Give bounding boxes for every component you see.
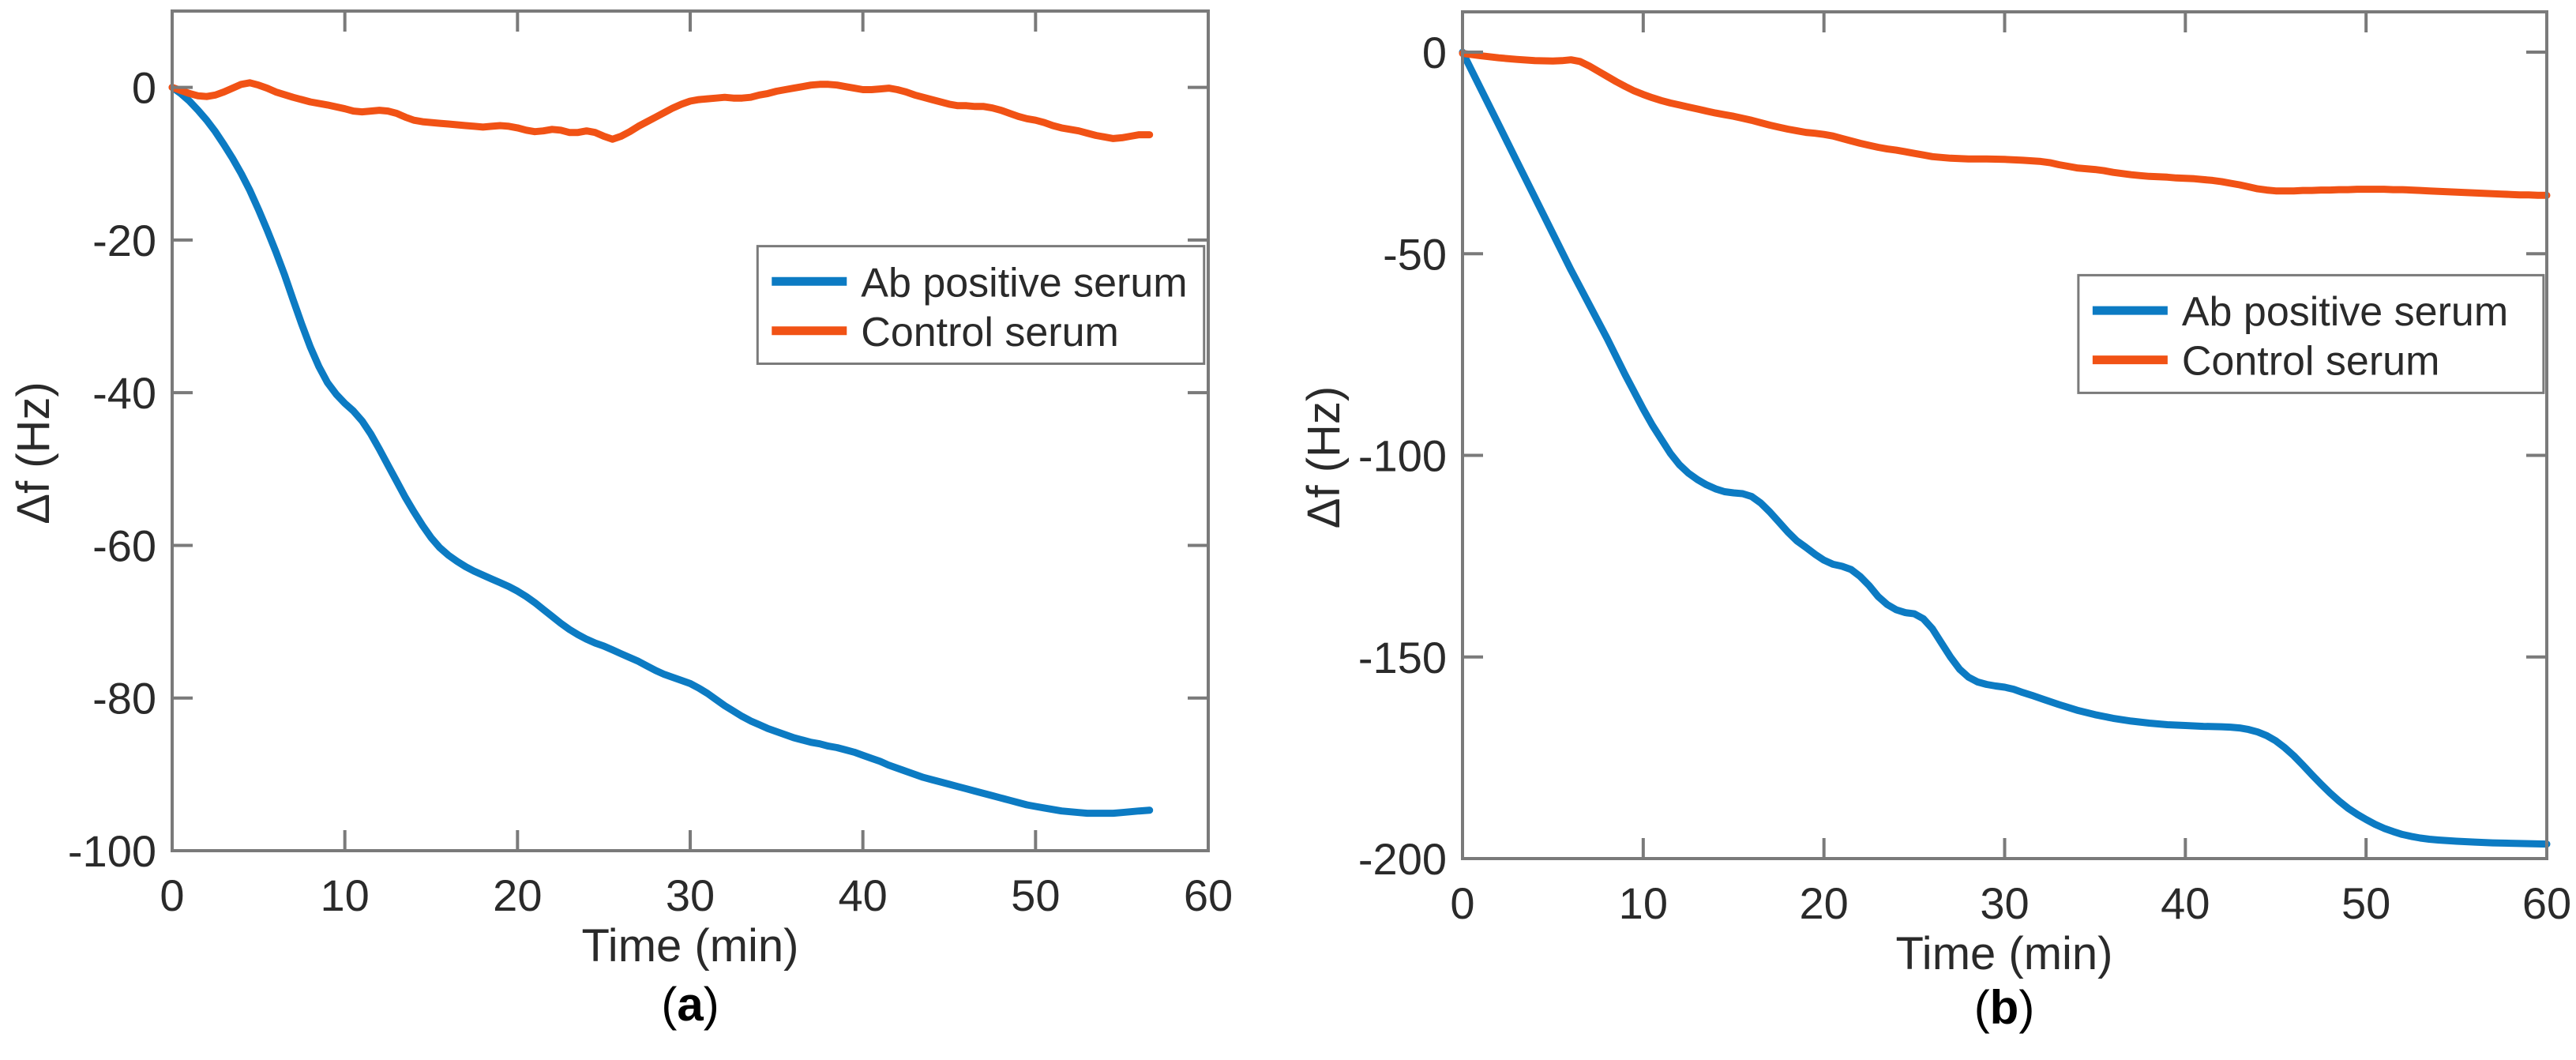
y-tick-label: 0: [1422, 28, 1447, 77]
panel-caption: (b): [1974, 981, 2035, 1034]
legend-label: Ab positive serum: [861, 260, 1187, 306]
caption-close-paren: ): [704, 978, 719, 1031]
y-tick-label: 0: [132, 63, 156, 113]
x-axis-label: Time (min): [582, 920, 799, 972]
x-tick-label: 50: [1011, 870, 1060, 920]
y-tick-label: -20: [92, 216, 156, 265]
y-axis-label: Δf (Hz): [1298, 386, 1350, 529]
y-tick-label: -40: [92, 368, 156, 418]
x-tick-label: 20: [493, 870, 542, 920]
x-tick-label: 40: [839, 870, 888, 920]
caption-letter: a: [677, 978, 704, 1031]
x-tick-label: 10: [321, 870, 370, 920]
y-tick-label: -50: [1383, 229, 1447, 279]
caption-letter: b: [1990, 981, 2019, 1034]
x-tick-label: 20: [1800, 878, 1849, 928]
x-tick-label: 0: [160, 870, 184, 920]
x-tick-label: 0: [1450, 878, 1474, 928]
y-tick-label: -100: [68, 826, 156, 876]
caption-open-paren: (: [1974, 981, 1990, 1034]
legend-label: Ab positive serum: [2182, 289, 2508, 335]
x-tick-label: 40: [2161, 878, 2210, 928]
legend-box: [2077, 273, 2545, 394]
x-tick-label: 60: [2522, 878, 2571, 928]
y-tick-label: -200: [1358, 834, 1447, 884]
x-axis-label: Time (min): [1896, 928, 2113, 979]
chart-b-svg: 0 10 20 30 40 50 60 0 -50 -100 -150 -200 Time (min) Δ…: [1298, 10, 2571, 1034]
y-tick-label: -100: [1358, 431, 1447, 481]
chart-panel-b: 0 10 20 30 40 50 60 0 -50 -100 -150 -200 Time (min) Δ…: [1288, 0, 2576, 1060]
x-tick-label: 10: [1619, 878, 1668, 928]
series-line-ab-positive-serum: [1459, 48, 2551, 848]
series-line-control-serum: [1459, 50, 2551, 199]
caption-open-paren: (: [661, 978, 677, 1031]
y-tick-label: -60: [92, 521, 156, 570]
y-tick-label: -150: [1358, 633, 1447, 682]
chart-panel-a: 0 10 20 30 40 50 60 0 -20 -40 -60 -80 -100 Time (min)…: [8, 9, 1233, 1031]
series-line-control-serum: [168, 79, 1154, 143]
chart-a-svg: 0 10 20 30 40 50 60 0 -20 -40 -60 -80 -100 Time (min)…: [8, 9, 1233, 1031]
caption-close-paren: ): [2018, 981, 2034, 1034]
panel-caption: (a): [661, 978, 719, 1031]
legend-label: Control serum: [2182, 339, 2440, 385]
series-line-ab-positive-serum: [168, 84, 1154, 818]
legend-label: Control serum: [861, 310, 1119, 355]
x-tick-label: 50: [2341, 878, 2390, 928]
y-axis-label: Δf (Hz): [8, 382, 59, 524]
y-tick-label: -80: [92, 674, 156, 724]
legend-box: [756, 245, 1206, 365]
x-tick-label: 30: [1980, 878, 2029, 928]
x-tick-label: 60: [1184, 870, 1233, 920]
axes-box: [171, 9, 1210, 852]
axes-box: [1461, 10, 2548, 860]
x-tick-label: 30: [666, 870, 715, 920]
